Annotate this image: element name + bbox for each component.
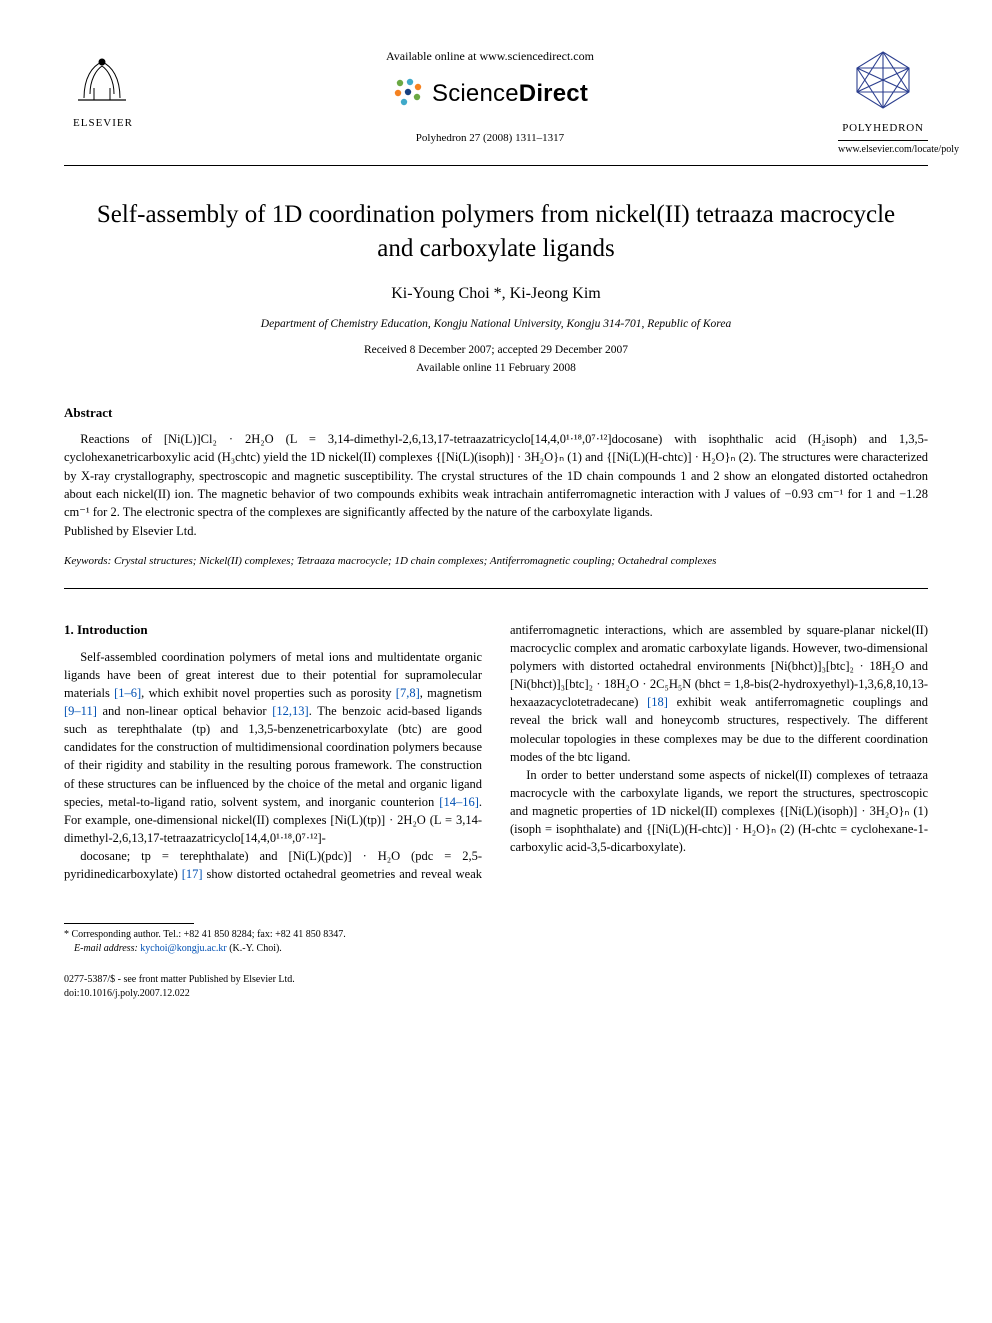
affiliation: Department of Chemistry Education, Kongj… (64, 316, 928, 332)
corr-email-line: E-mail address: kychoi@kongju.ac.kr (K.-… (64, 942, 479, 956)
elsevier-logo: ELSEVIER (64, 48, 142, 137)
journal-header: ELSEVIER Available online at www.science… (64, 48, 928, 157)
available-online-date: Available online 11 February 2008 (64, 360, 928, 376)
sciencedirect-dots-icon (392, 75, 424, 114)
svg-text:ELSEVIER: ELSEVIER (73, 117, 133, 129)
header-rule (64, 165, 928, 166)
article-title: Self-assembly of 1D coordination polymer… (96, 198, 896, 266)
issn-line: 0277-5387/$ - see front matter Published… (64, 973, 928, 987)
body-columns: 1. Introduction Self-assembled coordinat… (64, 621, 928, 883)
keywords-label: Keywords: (64, 555, 111, 567)
abstract-heading: Abstract (64, 404, 928, 422)
journal-locate-url: www.elsevier.com/locate/poly (838, 140, 928, 157)
doi-line: doi:10.1016/j.poly.2007.12.022 (64, 987, 928, 1001)
published-by: Published by Elsevier Ltd. (64, 523, 928, 541)
polyhedron-icon (851, 48, 915, 112)
corr-author-line: * Corresponding author. Tel.: +82 41 850… (64, 928, 479, 942)
corresponding-author-footnote: * Corresponding author. Tel.: +82 41 850… (64, 917, 479, 955)
email-label: E-mail address: (74, 943, 138, 954)
keywords-line: Keywords: Crystal structures; Nickel(II)… (64, 554, 928, 569)
intro-heading: 1. Introduction (64, 621, 482, 640)
corr-email[interactable]: kychoi@kongju.ac.kr (140, 943, 226, 954)
journal-citation: Polyhedron 27 (2008) 1311–1317 (142, 131, 838, 146)
available-online-text: Available online at www.sciencedirect.co… (142, 48, 838, 65)
keywords-list: Crystal structures; Nickel(II) complexes… (114, 555, 716, 567)
journal-logo-block: POLYHEDRON www.elsevier.com/locate/poly (838, 48, 928, 157)
abstract-text: Reactions of [Ni(L)]Cl₂ · 2H₂O (L = 3,14… (64, 430, 928, 521)
journal-name: POLYHEDRON (838, 121, 928, 136)
intro-paragraph-1: Self-assembled coordination polymers of … (64, 648, 482, 847)
section-rule (64, 588, 928, 589)
footnote-rule (64, 923, 194, 924)
abstract-body: Reactions of [Ni(L)]Cl₂ · 2H₂O (L = 3,14… (64, 430, 928, 521)
authors: Ki-Young Choi *, Ki-Jeong Kim (64, 283, 928, 305)
sciencedirect-wordmark: ScienceDirect (432, 77, 588, 111)
sciencedirect-logo: ScienceDirect (392, 75, 588, 114)
center-header: Available online at www.sciencedirect.co… (142, 48, 838, 147)
received-accepted-date: Received 8 December 2007; accepted 29 De… (64, 342, 928, 358)
corr-email-who: (K.-Y. Choi). (229, 943, 282, 954)
intro-paragraph-3: In order to better understand some aspec… (510, 766, 928, 857)
footer-meta: 0277-5387/$ - see front matter Published… (64, 973, 928, 1000)
